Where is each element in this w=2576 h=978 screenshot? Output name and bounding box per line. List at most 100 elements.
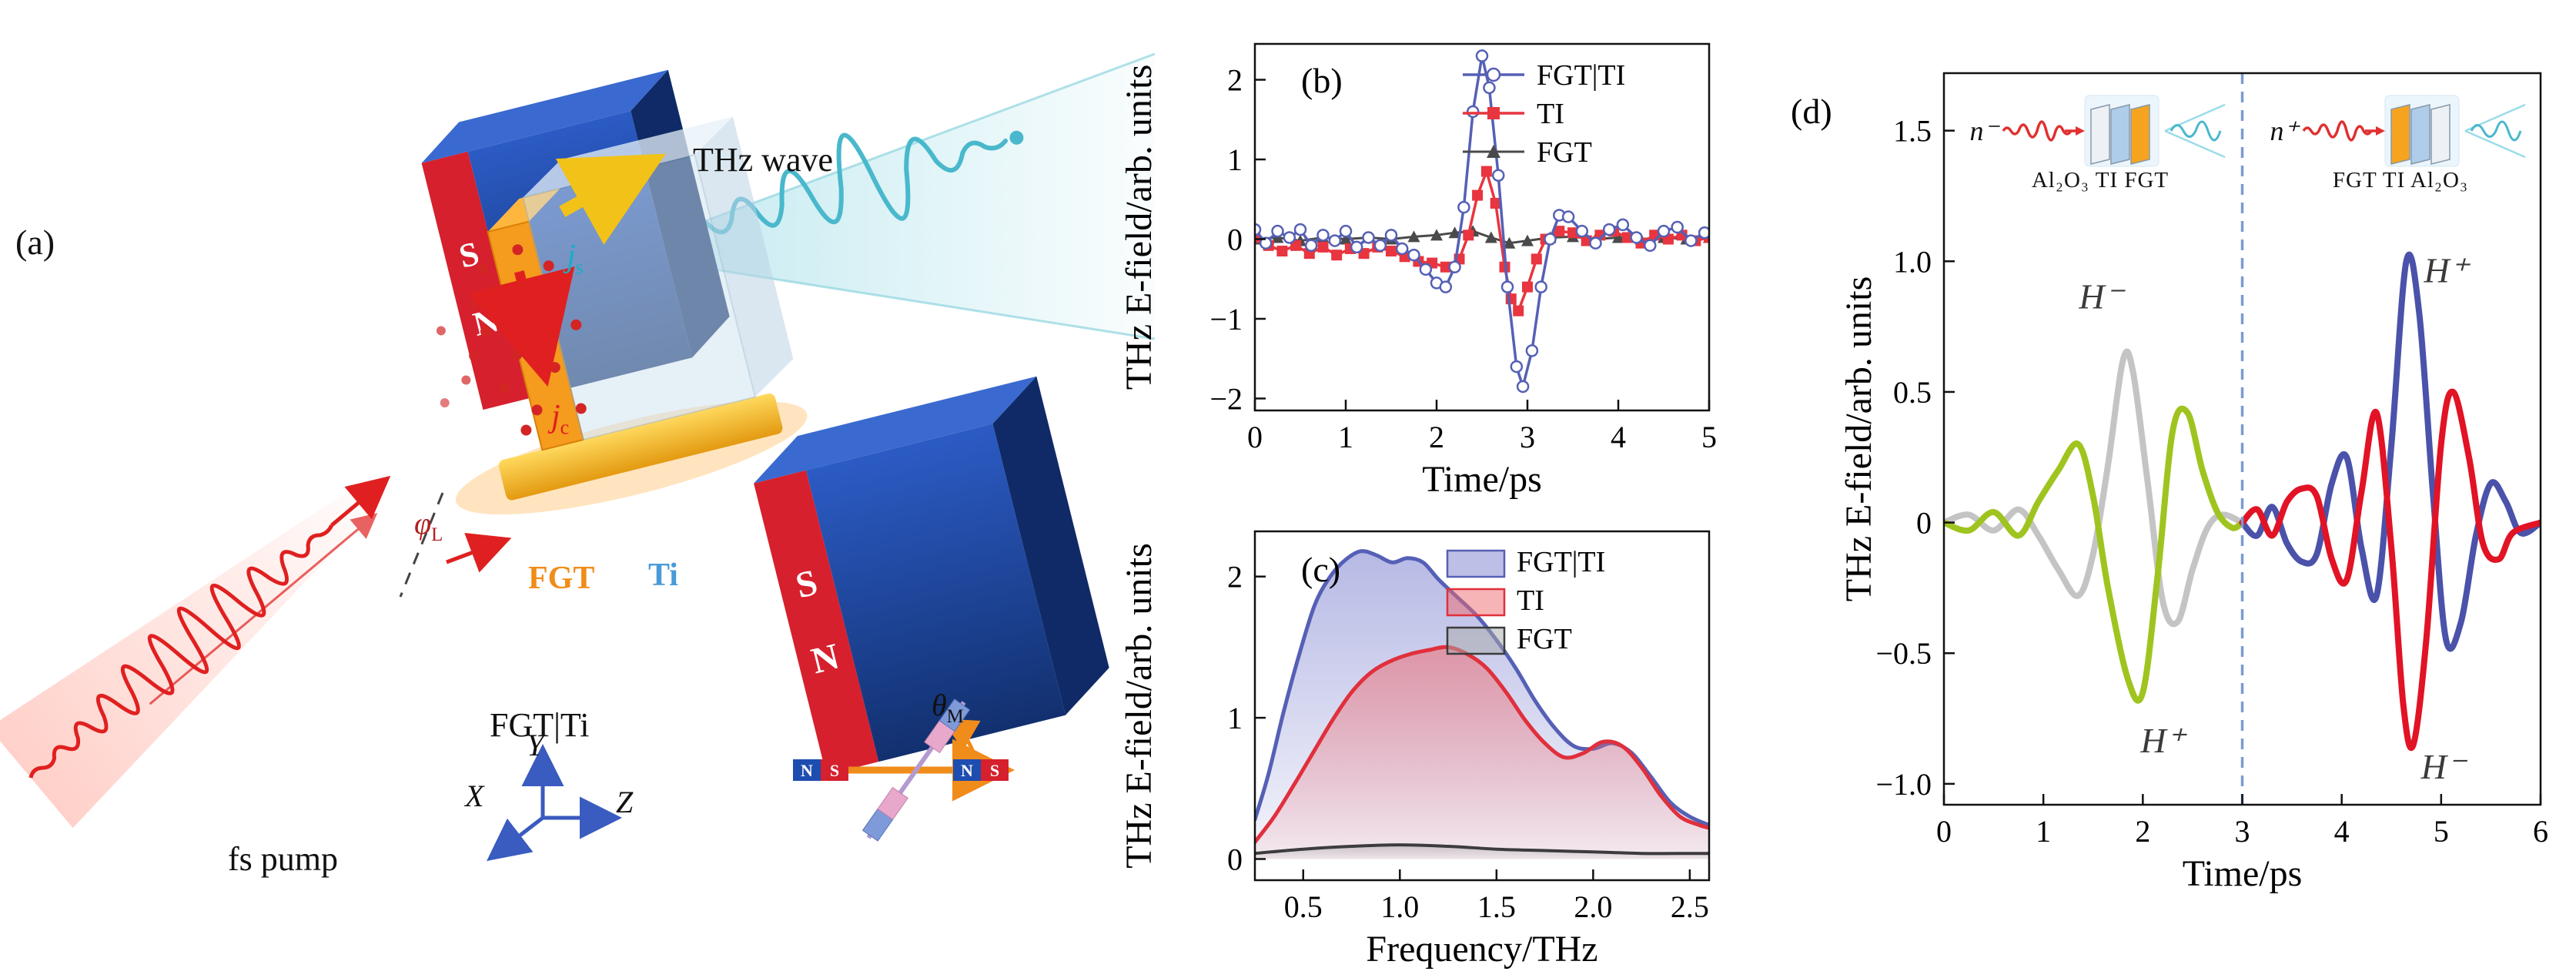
coordinate-axes <box>487 744 622 862</box>
svg-text:H⁻: H⁻ <box>2078 276 2126 316</box>
panel-c-chart: 0.5 1.0 1.5 2.0 2.5 0 1 2 Frequency/THz THz E-fie… <box>1120 497 1744 978</box>
inset-sample-n-plus: n⁺ <box>2262 92 2539 216</box>
svg-text:THz E-field/arb. units: THz E-field/arb. units <box>1120 65 1159 390</box>
svg-text:TI: TI <box>1517 584 1544 617</box>
mini-pole-n: N <box>801 761 813 780</box>
mini-pole-s: S <box>990 761 999 780</box>
ti-label: Ti <box>648 558 678 593</box>
phi-l-label: φL <box>414 506 443 545</box>
axis-z-label: Z <box>616 785 634 819</box>
svg-text:−2: −2 <box>1209 381 1243 416</box>
svg-text:H⁺: H⁺ <box>2139 721 2187 760</box>
svg-text:0.5: 0.5 <box>1893 375 1932 410</box>
svg-text:1: 1 <box>1227 701 1243 735</box>
svg-text:FGT: FGT <box>1537 136 1592 169</box>
svg-text:0: 0 <box>1227 842 1243 876</box>
svg-text:−0.5: −0.5 <box>1875 636 1932 671</box>
panel-a-letter: (a) <box>15 223 55 262</box>
svg-text:6: 6 <box>2533 814 2548 849</box>
svg-text:1.0: 1.0 <box>1893 244 1932 279</box>
svg-text:THz E-field/arb. units: THz E-field/arb. units <box>1120 543 1159 869</box>
svg-text:−1: −1 <box>1209 302 1243 337</box>
svg-text:−1.0: −1.0 <box>1875 767 1932 802</box>
inset-geometry-n-minus <box>2002 95 2225 167</box>
svg-text:0: 0 <box>1247 420 1263 454</box>
svg-text:2.0: 2.0 <box>1574 889 1612 924</box>
pump-wavepacket-icon <box>28 524 333 779</box>
pump-polarization <box>399 492 512 598</box>
spin-current-arrow <box>555 153 666 245</box>
svg-text:1: 1 <box>2036 814 2051 849</box>
svg-text:1: 1 <box>1338 420 1353 454</box>
svg-text:THz E-field/arb. units: THz E-field/arb. units <box>1838 276 1879 602</box>
svg-text:0: 0 <box>1916 506 1932 541</box>
axis-y-label: Y <box>527 728 544 762</box>
mini-magnet-left: N S <box>793 759 848 781</box>
svg-text:(c): (c) <box>1301 550 1340 589</box>
svg-text:2: 2 <box>1227 63 1243 98</box>
svg-text:1.0: 1.0 <box>1380 889 1419 924</box>
axis-x-label: X <box>465 779 484 813</box>
svg-text:H⁺: H⁺ <box>2424 250 2471 290</box>
jc-label: jc <box>551 399 570 439</box>
panel-d-chart: n⁻ <box>1763 15 2576 932</box>
pump-beam <box>0 467 398 829</box>
inset-sample-n-minus: n⁻ <box>1957 92 2243 216</box>
svg-text:TI: TI <box>1537 98 1564 130</box>
svg-text:H⁻: H⁻ <box>2420 747 2468 786</box>
inset-caption-n-plus: FGT TI Al₂O₃ <box>2332 168 2469 193</box>
svg-text:2.5: 2.5 <box>1671 889 1709 924</box>
chart-(d): 0 1 2 3 4 5 6 −1.0 −0.5 0 0.5 1.0 1.5 Time/ps THz E-fi… <box>1791 72 2548 894</box>
svg-text:1.5: 1.5 <box>1893 114 1932 149</box>
svg-text:0: 0 <box>1227 223 1243 257</box>
pump-pulse-icon <box>2302 120 2385 142</box>
svg-text:0: 0 <box>1936 814 1952 849</box>
svg-text:1.5: 1.5 <box>1477 889 1516 924</box>
panel-a: S N <box>0 0 1156 978</box>
sample-stack <box>436 116 808 515</box>
svg-text:3: 3 <box>1520 420 1535 454</box>
n-minus-label: n⁻ <box>1969 116 1999 146</box>
svg-text:FGT|TI: FGT|TI <box>1517 546 1605 578</box>
svg-text:(b): (b) <box>1301 61 1343 100</box>
sample-stack-icon <box>2390 104 2451 165</box>
svg-text:(d): (d) <box>1791 92 1832 131</box>
svg-text:Frequency/THz: Frequency/THz <box>1366 929 1597 970</box>
inset-geometry-n-plus <box>2302 95 2525 167</box>
svg-text:4: 4 <box>1611 420 1626 454</box>
svg-text:2: 2 <box>1227 560 1243 595</box>
mini-magnet-tilted <box>861 698 971 842</box>
mini-pole-n: N <box>961 761 973 780</box>
svg-text:Time/ps: Time/ps <box>2183 853 2303 894</box>
svg-text:Time/ps: Time/ps <box>1422 459 1542 500</box>
svg-text:FGT: FGT <box>1517 623 1572 655</box>
svg-text:0.5: 0.5 <box>1284 889 1323 924</box>
magnet-bottom: S N <box>754 376 1109 775</box>
fgt-ti-label: FGT|Ti <box>490 706 590 744</box>
thz-fan-icon <box>2164 103 2225 159</box>
theta-m-label: θM <box>932 688 964 727</box>
js-label: js <box>567 239 584 279</box>
sample-stack-icon <box>2089 104 2150 165</box>
svg-text:3: 3 <box>2235 814 2250 849</box>
chart-(b): 0 1 2 3 4 5 −2 −1 0 1 2 Time/ps THz E-field/arb. uni… <box>1120 42 1717 500</box>
svg-text:4: 4 <box>2334 814 2350 849</box>
mini-pole-s: S <box>830 761 839 780</box>
thz-fan-icon <box>2464 103 2525 159</box>
svg-text:2: 2 <box>1429 420 1444 454</box>
svg-text:1: 1 <box>1227 142 1243 177</box>
magnet-angle-diagram: N S N S <box>793 698 1015 842</box>
experimental-setup-illustration: S N <box>0 52 1156 862</box>
pump-pulse-icon <box>2002 120 2085 142</box>
fs-pump-label: fs pump <box>228 840 338 878</box>
inset-caption-n-minus: Al₂O₃ TI FGT <box>2031 168 2170 193</box>
svg-text:2: 2 <box>2135 814 2150 849</box>
thz-wave-label: THz wave <box>693 141 834 179</box>
svg-text:5: 5 <box>2434 814 2449 849</box>
fgt-label: FGT <box>528 561 595 596</box>
svg-text:FGT|TI: FGT|TI <box>1537 59 1625 92</box>
svg-text:5: 5 <box>1701 420 1717 454</box>
charge-current-arrow <box>467 266 575 387</box>
mini-magnet-right: N S <box>953 759 1009 781</box>
